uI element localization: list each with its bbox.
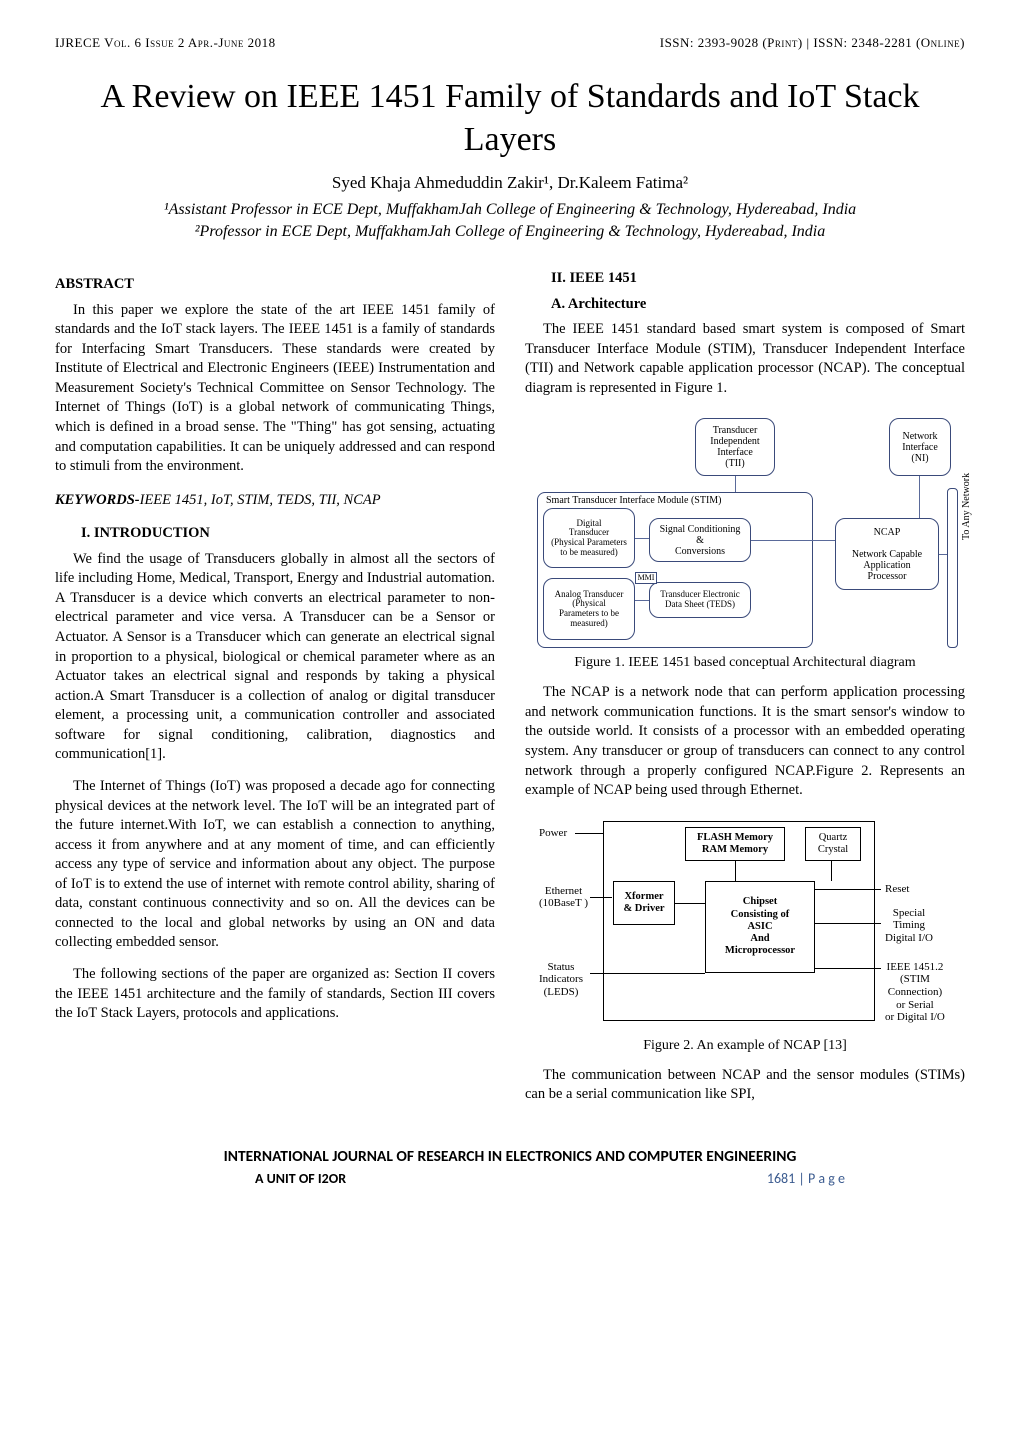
figure-2-diagram: FLASH Memory RAM Memory Quartz Crystal X… xyxy=(535,813,955,1033)
footer-page: 1681 | P a g e xyxy=(767,1170,845,1187)
footer-line: A UNIT OF I2OR 1681 | P a g e xyxy=(55,1170,965,1187)
fig2-ieee-label: IEEE 1451.2 (STIM Connection) or Serial … xyxy=(885,961,945,1024)
fig1-arrow-tii-down xyxy=(735,476,736,492)
section-1-p2: The Internet of Things (IoT) was propose… xyxy=(55,777,495,953)
footer-journal: INTERNATIONAL JOURNAL OF RESEARCH IN ELE… xyxy=(55,1147,965,1166)
section-2-p2: The NCAP is a network node that can perf… xyxy=(525,683,965,800)
left-column: ABSTRACT In this paper we explore the st… xyxy=(55,269,495,1117)
fig1-tii-box: Transducer Independent Interface (TII) xyxy=(695,418,775,476)
page-header: IJRECE Vol. 6 Issue 2 Apr.-June 2018 ISS… xyxy=(55,35,965,51)
fig1-ncap-box: NCAP Network Capable Application Process… xyxy=(835,518,939,590)
fig1-mmi-box: MMI xyxy=(635,572,657,584)
fig2-reset-label: Reset xyxy=(885,883,909,896)
fig2-line-power xyxy=(575,833,603,834)
section-1-p3: The following sections of the paper are … xyxy=(55,965,495,1024)
abstract-heading: ABSTRACT xyxy=(55,275,495,295)
figure-1-diagram: Transducer Independent Interface (TII) N… xyxy=(535,410,955,650)
figure-2: FLASH Memory RAM Memory Quartz Crystal X… xyxy=(525,813,965,1056)
section-2-p1: The IEEE 1451 standard based smart syste… xyxy=(525,320,965,398)
affiliation-1: ¹Assistant Professor in ECE Dept, Muffak… xyxy=(55,201,965,219)
header-left: IJRECE Vol. 6 Issue 2 Apr.-June 2018 xyxy=(55,35,276,51)
fig2-quartz-box: Quartz Crystal xyxy=(805,827,861,861)
fig1-arrow-ana-teds xyxy=(635,600,649,601)
fig2-line-flash-chip xyxy=(735,861,736,881)
fig1-net-label: To Any Network xyxy=(960,473,974,540)
fig2-ethernet-label: Ethernet (10BaseT ) xyxy=(539,885,588,910)
page-footer: INTERNATIONAL JOURNAL OF RESEARCH IN ELE… xyxy=(55,1147,965,1187)
section-2-heading: II. IEEE 1451 xyxy=(525,269,965,289)
body-columns: ABSTRACT In this paper we explore the st… xyxy=(55,269,965,1117)
footer-unit: A UNIT OF I2OR xyxy=(255,1170,346,1187)
fig1-net-box xyxy=(947,488,958,648)
section-2-subheading: A. Architecture xyxy=(525,295,965,315)
fig2-line-quartz-chip xyxy=(831,861,832,881)
fig2-chipset-box: Chipset Consisting of ASIC And Microproc… xyxy=(705,881,815,973)
fig1-analog-box: Analog Transducer (Physical Parameters t… xyxy=(543,578,635,640)
fig2-line-reset xyxy=(815,889,881,890)
fig1-stim-label: Smart Transducer Interface Module (STIM) xyxy=(542,495,722,506)
right-column: II. IEEE 1451 A. Architecture The IEEE 1… xyxy=(525,269,965,1117)
figure-2-caption: Figure 2. An example of NCAP [13] xyxy=(525,1037,965,1056)
fig2-line-ieee xyxy=(815,968,881,969)
fig2-line-eth xyxy=(590,897,612,898)
header-right: ISSN: 2393-9028 (Print) | ISSN: 2348-228… xyxy=(660,35,965,51)
fig1-sigcond-box: Signal Conditioning & Conversions xyxy=(649,518,751,562)
keywords-line: KEYWORDS-IEEE 1451, IoT, STIM, TEDS, TII… xyxy=(55,491,495,511)
keywords-value: IEEE 1451, IoT, STIM, TEDS, TII, NCAP xyxy=(140,492,381,508)
affiliation-2: ²Professor in ECE Dept, MuffakhamJah Col… xyxy=(55,223,965,241)
fig1-arrow-sig-ncap xyxy=(751,540,835,541)
fig1-arrow-ncap-net xyxy=(939,554,947,555)
fig2-flash-box: FLASH Memory RAM Memory xyxy=(685,827,785,861)
abstract-text: In this paper we explore the state of th… xyxy=(55,301,495,477)
fig2-line-status xyxy=(590,973,705,974)
fig2-line-xf-chip xyxy=(675,903,705,904)
fig2-status-label: Status Indicators (LEDS) xyxy=(539,961,583,999)
fig1-digital-box: Digital Transducer (Physical Parameters … xyxy=(543,508,635,568)
fig1-teds-box: Transducer Electronic Data Sheet (TEDS) xyxy=(649,582,751,618)
fig2-special-label: Special Timing Digital I/O xyxy=(885,907,933,945)
fig1-arrow-dig-sig xyxy=(635,538,649,539)
paper-title: A Review on IEEE 1451 Family of Standard… xyxy=(55,76,965,161)
figure-1: Transducer Independent Interface (TII) N… xyxy=(525,410,965,673)
fig2-xformer-box: Xformer & Driver xyxy=(613,881,675,925)
authors: Syed Khaja Ahmeduddin Zakir¹, Dr.Kaleem … xyxy=(55,173,965,193)
section-1-p1: We find the usage of Transducers globall… xyxy=(55,550,495,765)
fig2-line-special xyxy=(815,923,881,924)
fig2-power-label: Power xyxy=(539,827,567,840)
fig1-ni-box: Network Interface (NI) xyxy=(889,418,951,476)
figure-1-caption: Figure 1. IEEE 1451 based conceptual Arc… xyxy=(525,654,965,673)
keywords-label: KEYWORDS- xyxy=(55,492,140,508)
fig1-arrow-ni-down xyxy=(919,476,920,518)
section-2-p3: The communication between NCAP and the s… xyxy=(525,1066,965,1105)
section-1-heading: I. INTRODUCTION xyxy=(55,524,495,544)
